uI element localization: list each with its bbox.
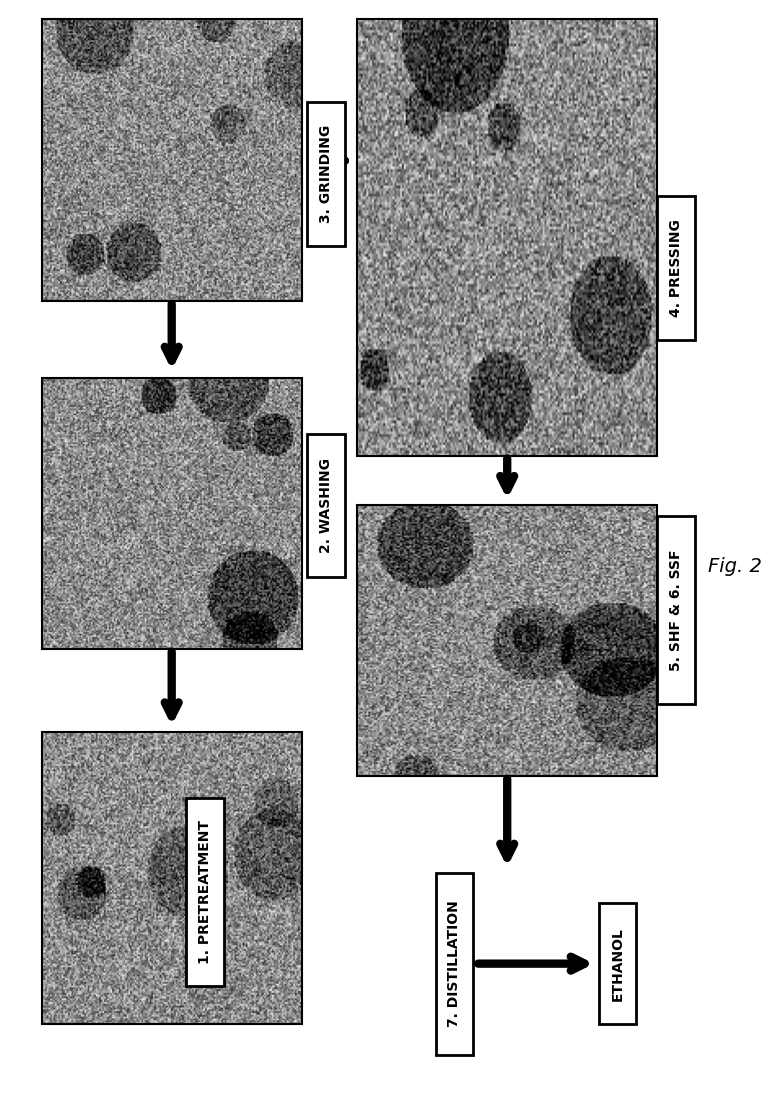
Bar — [357, 505, 657, 776]
Text: 3. GRINDING: 3. GRINDING — [319, 124, 333, 223]
Bar — [658, 196, 695, 340]
Bar — [307, 102, 344, 245]
Bar — [187, 798, 224, 986]
Text: 7. DISTILLATION: 7. DISTILLATION — [448, 900, 461, 1027]
Text: 1. PRETREATMENT: 1. PRETREATMENT — [198, 820, 212, 963]
Bar — [42, 731, 303, 1025]
Text: 5. SHF & 6. SSF: 5. SHF & 6. SSF — [669, 549, 683, 670]
Bar — [599, 902, 637, 1025]
Bar — [42, 19, 303, 301]
Bar — [658, 516, 695, 704]
Text: 2. WASHING: 2. WASHING — [319, 457, 333, 553]
Bar — [436, 872, 473, 1054]
Bar — [42, 379, 303, 649]
Text: Fig. 2: Fig. 2 — [708, 556, 761, 576]
Bar — [357, 19, 657, 455]
Text: ETHANOL: ETHANOL — [611, 927, 625, 1000]
Text: 4. PRESSING: 4. PRESSING — [669, 219, 683, 316]
Bar — [307, 434, 344, 577]
